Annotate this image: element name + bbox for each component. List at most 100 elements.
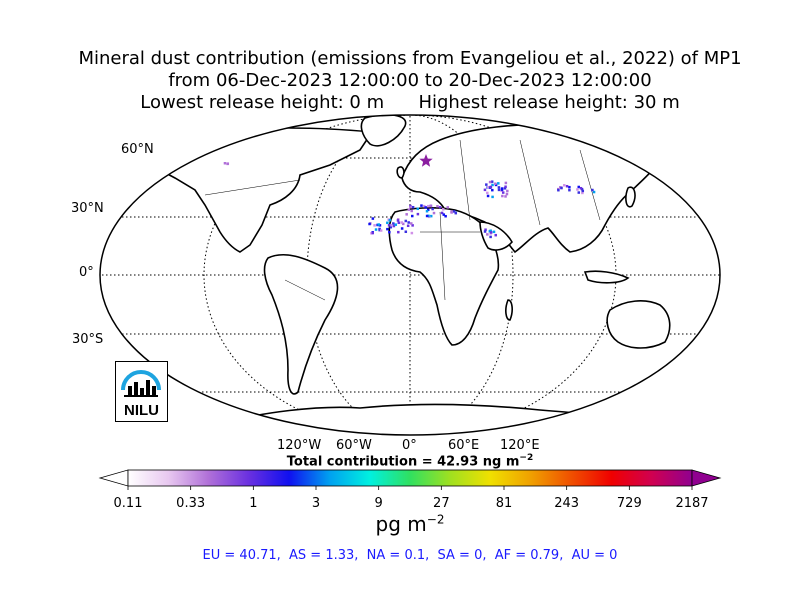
colorbar-max-extend — [691, 469, 722, 487]
uk — [396, 166, 405, 179]
dust-dot — [504, 181, 508, 185]
dust-dot — [397, 221, 401, 224]
colorbar-tickmarks — [127, 486, 693, 490]
dust-dot — [486, 233, 489, 236]
dust-dot — [444, 214, 447, 218]
dust-dot — [386, 221, 389, 225]
colorbar-tick-0: 0.11 — [113, 496, 143, 511]
dust-dot — [491, 188, 494, 192]
dust-dot — [420, 204, 423, 207]
title-line-3: Lowest release height: 0 m Highest relea… — [140, 92, 680, 113]
lon-label-120e: 120°E — [500, 438, 540, 453]
dust-dot — [416, 212, 420, 216]
dust-dot — [392, 224, 396, 228]
dust-dot — [497, 186, 501, 189]
lon-label-60e: 60°E — [448, 438, 480, 453]
colorbar — [98, 469, 722, 490]
dust-dot — [488, 180, 492, 184]
dust-dot — [440, 211, 444, 215]
indonesia — [583, 270, 630, 284]
dust-dot — [489, 185, 493, 189]
dust-dot — [426, 208, 430, 212]
dust-dot — [404, 230, 408, 233]
colorbar-tick-2: 1 — [249, 496, 258, 511]
dust-dot — [388, 230, 391, 234]
dust-dot — [410, 222, 413, 225]
dust-contribution-dots — [223, 162, 596, 239]
dust-dot — [581, 191, 584, 195]
dust-dot — [432, 211, 436, 215]
dust-dot — [387, 224, 391, 227]
dust-dot — [377, 223, 380, 226]
colorbar-tick-3: 3 — [311, 496, 321, 511]
dust-dot — [400, 221, 403, 224]
lon-label-120w: 120°W — [277, 438, 322, 453]
dust-dot — [410, 209, 413, 213]
dust-dot — [379, 229, 383, 232]
dust-dot — [501, 191, 505, 194]
nilu-logo-mark — [121, 370, 161, 397]
colorbar-tick-8: 729 — [616, 496, 642, 511]
dust-dot — [501, 194, 504, 198]
dust-dot — [407, 221, 410, 224]
colorbar-tick-1: 0.33 — [176, 496, 206, 511]
dust-dot — [371, 231, 375, 235]
dust-dot — [563, 184, 566, 187]
map-boundary — [99, 114, 721, 436]
dust-dot — [560, 186, 563, 190]
dust-dot — [576, 188, 579, 191]
dust-dot — [388, 219, 392, 222]
colorbar-unit-text: pg m — [375, 512, 427, 536]
lon-label-0: 0° — [402, 438, 417, 453]
dust-dot — [488, 186, 491, 189]
colorbar-min-extend — [98, 469, 129, 487]
colorbar-tick-7: 243 — [554, 496, 580, 511]
dust-dot — [486, 194, 490, 198]
dust-dot — [371, 217, 375, 220]
dust-dot — [397, 230, 400, 234]
total-contribution: Total contribution = 42.93 ng m−2 — [0, 453, 800, 469]
title-line-1: Mineral dust contribution (emissions fro… — [78, 48, 742, 69]
dust-dot — [394, 223, 398, 226]
lat-label-0: 0° — [79, 265, 94, 280]
dust-dot — [392, 222, 395, 225]
dust-dot — [577, 185, 580, 189]
dust-dot — [450, 211, 453, 214]
dust-dot — [223, 162, 227, 165]
dust-dot — [425, 209, 429, 213]
dust-dot — [368, 222, 371, 226]
dust-dot — [489, 231, 493, 234]
dust-dot — [378, 228, 381, 232]
dust-dot — [429, 214, 433, 218]
dust-dot — [410, 231, 414, 235]
dust-dot — [454, 211, 458, 215]
lat-label-60n: 60°N — [121, 142, 154, 157]
dust-dot — [442, 213, 446, 216]
dust-dot — [494, 233, 497, 237]
colorbar-unit-exponent: −2 — [426, 512, 445, 527]
dust-dot — [503, 187, 507, 190]
dust-dot — [406, 224, 410, 228]
graticule — [100, 115, 720, 435]
dust-dot — [489, 229, 492, 233]
colorbar-tick-5: 27 — [433, 496, 450, 511]
dust-dot — [486, 191, 489, 195]
title-line-2: from 06-Dec-2023 12:00:00 to 20-Dec-2023… — [168, 70, 652, 91]
dust-dot — [374, 228, 378, 231]
dust-dot — [427, 214, 430, 218]
dust-dot — [581, 189, 585, 193]
dust-dot — [407, 208, 411, 211]
dust-dot — [389, 224, 393, 227]
regional-contributions: EU = 40.71, AS = 1.33, NA = 0.1, SA = 0,… — [202, 548, 618, 563]
australia — [606, 300, 671, 349]
dust-dot — [489, 235, 492, 239]
dust-dot — [425, 214, 429, 218]
dust-dot — [491, 195, 494, 199]
dust-dot — [405, 213, 408, 216]
dust-dot — [591, 188, 594, 192]
dust-dot — [504, 185, 507, 189]
dust-dot — [416, 207, 420, 211]
japan — [625, 186, 636, 208]
dust-dot — [483, 230, 487, 233]
